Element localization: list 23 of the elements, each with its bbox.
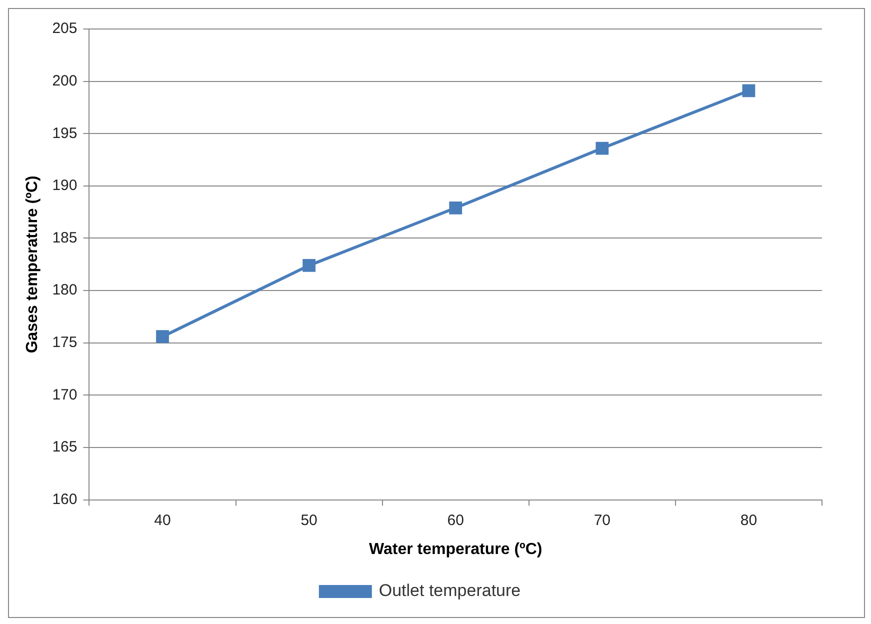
y-tick-label: 170 [52,386,78,404]
point [596,142,609,155]
y-tick-label: 195 [52,124,78,142]
legend-label: Outlet temperature [378,581,521,600]
x-tick-label: 40 [154,512,171,529]
y-tick-label: 190 [52,177,78,194]
y-tick-label: 165 [52,438,78,456]
y-tick-label: 200 [52,72,78,90]
x-tick-label: 70 [594,512,611,529]
x-tick-label: 80 [740,512,758,529]
y-tick-label: 180 [52,282,78,299]
x-tick-label: 50 [300,512,318,529]
point [156,330,169,344]
y-axis-title: Gases temperature (ºC) [24,176,42,354]
x-axis-title: Water temperature (ºC) [368,540,542,558]
point [449,201,462,214]
y-tick-label: 185 [52,229,78,246]
y-tick-label: 175 [52,334,78,352]
point [302,258,316,272]
y-tick-label: 160 [52,490,78,508]
y-tick-label: 205 [52,20,78,38]
x-tick-label: 60 [447,512,464,529]
point [742,84,756,98]
